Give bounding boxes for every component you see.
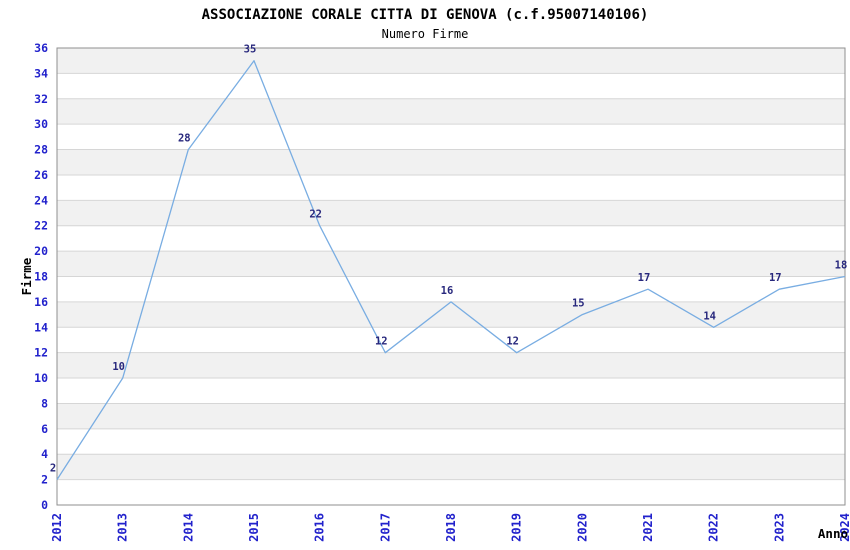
x-tick-label: 2014 — [181, 513, 195, 542]
y-tick-label: 20 — [34, 244, 48, 258]
plot-band — [57, 251, 845, 277]
y-tick-label: 6 — [41, 422, 48, 436]
y-tick-label: 10 — [34, 371, 48, 385]
data-point-label: 14 — [703, 310, 716, 322]
plot-band — [57, 403, 845, 429]
y-tick-label: 24 — [34, 193, 48, 207]
x-tick-label: 2020 — [575, 513, 589, 542]
y-tick-label: 22 — [34, 219, 48, 233]
data-point-label: 2 — [50, 463, 56, 475]
plot-band — [57, 454, 845, 480]
x-tick-label: 2023 — [772, 513, 786, 542]
y-axis-title: Firme — [19, 257, 34, 295]
y-tick-label: 8 — [41, 396, 48, 410]
y-tick-label: 30 — [34, 117, 48, 131]
data-point-label: 17 — [638, 272, 651, 284]
y-tick-label: 14 — [34, 320, 48, 334]
data-point-label: 16 — [441, 285, 454, 297]
data-point-label: 22 — [309, 209, 322, 221]
x-tick-label: 2015 — [247, 513, 261, 542]
plot-band — [57, 200, 845, 226]
y-tick-label: 18 — [34, 270, 48, 284]
data-point-label: 12 — [506, 336, 519, 348]
data-point-label: 18 — [835, 260, 848, 272]
x-tick-label: 2019 — [510, 513, 524, 542]
x-tick-label: 2016 — [313, 513, 327, 542]
y-tick-label: 0 — [41, 498, 48, 512]
x-tick-label: 2012 — [50, 513, 64, 542]
plot-band — [57, 48, 845, 74]
chart-title: ASSOCIAZIONE CORALE CITTA DI GENOVA (c.f… — [201, 7, 649, 23]
x-tick-label: 2024 — [838, 513, 850, 542]
chart-subtitle: Numero Firme — [381, 27, 469, 41]
x-tick-label: 2018 — [444, 513, 458, 542]
y-tick-label: 12 — [34, 346, 48, 360]
data-point-label: 10 — [112, 361, 125, 373]
data-point-label: 35 — [244, 44, 257, 56]
data-point-label: 15 — [572, 298, 585, 310]
y-tick-label: 36 — [34, 41, 48, 55]
x-tick-label: 2017 — [378, 513, 392, 542]
y-tick-label: 32 — [34, 92, 48, 106]
x-tick-label: 2013 — [116, 513, 130, 542]
y-tick-label: 2 — [41, 473, 48, 487]
data-line — [56, 60, 846, 480]
x-tick-label: 2021 — [641, 513, 655, 542]
y-tick-label: 26 — [34, 168, 48, 182]
y-tick-label: 34 — [34, 66, 48, 80]
plot-band — [57, 98, 845, 125]
plot-band — [57, 352, 845, 379]
y-tick-label: 28 — [34, 143, 48, 157]
data-point-label: 17 — [769, 272, 782, 284]
data-point-label: 12 — [375, 336, 388, 348]
data-point-label: 28 — [178, 133, 191, 145]
y-tick-label: 16 — [34, 295, 48, 309]
x-tick-label: 2022 — [707, 513, 721, 542]
plot-band — [57, 301, 845, 328]
x-axis-title: Anno — [818, 526, 848, 541]
plot-band — [57, 149, 845, 175]
y-tick-label: 4 — [41, 447, 48, 461]
